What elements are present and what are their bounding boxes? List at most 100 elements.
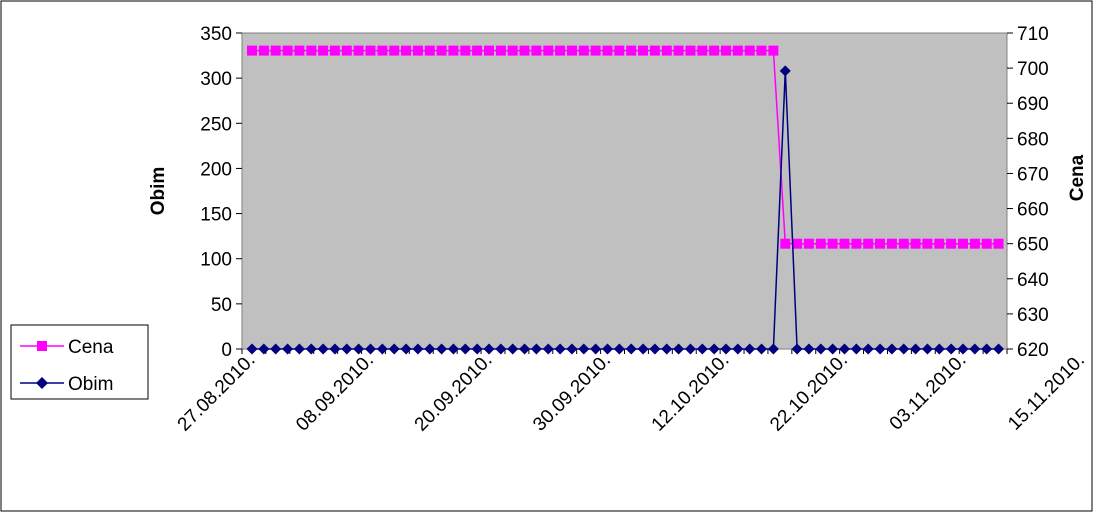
series-cena-point (721, 45, 731, 56)
series-cena-point (567, 45, 577, 56)
series-obim-point (471, 343, 483, 355)
series-obim-point (720, 343, 732, 355)
series-cena-point (839, 238, 850, 249)
series-cena-point (685, 45, 696, 56)
legend: Cena Obim (10, 324, 149, 400)
series-cena-point (934, 238, 945, 249)
series-cena-point (673, 45, 684, 56)
right-tick-label: 670 (1017, 164, 1049, 185)
series-obim-point (282, 343, 294, 355)
series-obim-point (483, 343, 495, 355)
series-cena-point (341, 45, 352, 56)
series-obim-point (530, 343, 542, 355)
series-cena-point (602, 45, 613, 56)
series-cena-point (815, 238, 826, 249)
series-cena-point (626, 45, 637, 56)
series-cena-point (555, 45, 566, 56)
series-obim-point (542, 343, 554, 355)
series-obim-point (827, 343, 839, 355)
series-cena-point (507, 45, 518, 56)
series-obim-point (554, 343, 566, 355)
series-cena-point (827, 238, 838, 249)
series-obim-point (376, 343, 388, 355)
series-obim-point (708, 343, 720, 355)
series-cena-point (732, 45, 743, 56)
left-tick-label: 100 (200, 250, 232, 271)
series-obim-point (673, 343, 685, 355)
left-tick-label: 50 (211, 295, 232, 316)
series-cena-point (638, 45, 648, 56)
series-cena-point (460, 45, 471, 56)
legend-cena-label: Cena (68, 337, 114, 358)
right-tick-label: 700 (1017, 59, 1049, 80)
series-cena-point (519, 45, 530, 56)
series-cena-point (436, 45, 447, 56)
right-tick-label: 660 (1017, 200, 1049, 221)
series-cena-point (614, 45, 625, 56)
left-tick-label: 150 (200, 205, 232, 226)
series-cena-point (377, 45, 388, 56)
series-obim-point (803, 343, 815, 355)
series-cena-point (294, 45, 305, 56)
series-obim-point (637, 343, 649, 355)
series-obim-point (981, 343, 993, 355)
series-obim-point (329, 343, 341, 355)
series-cena-point (886, 238, 897, 249)
legend-obim-marker (36, 377, 48, 389)
series-cena-point (649, 45, 660, 56)
series-cena-point (329, 45, 340, 56)
series-obim-point (862, 343, 874, 355)
series-obim-point (424, 343, 436, 355)
series-obim-point (910, 343, 922, 355)
right-tick-label: 640 (1017, 270, 1049, 291)
series-obim-point (696, 343, 708, 355)
series-obim-point (732, 343, 744, 355)
left-tick-label: 200 (200, 159, 232, 180)
legend-obim-label: Obim (68, 374, 113, 395)
legend-box (10, 324, 149, 400)
series-cena-point (661, 45, 672, 56)
series-obim-point (317, 343, 329, 355)
series-cena-point (424, 45, 435, 56)
legend-item-cena: Cena (20, 337, 114, 358)
right-tick-label: 690 (1017, 94, 1049, 115)
series-obim-point (945, 343, 957, 355)
series-cena-point (495, 45, 506, 56)
series-cena-point (709, 45, 720, 56)
series-cena-point (910, 238, 921, 249)
series-cena-point (353, 45, 364, 56)
series-obim-point (684, 343, 696, 355)
series-obim-point (388, 343, 400, 355)
series-obim-point (519, 343, 531, 355)
series-obim-point (744, 343, 756, 355)
series-obim-point (874, 343, 886, 355)
series-cena-point (306, 45, 317, 56)
series-obim-point (661, 343, 673, 355)
right-tick-label: 650 (1017, 235, 1049, 256)
series-obim-point (400, 343, 412, 355)
series-obim-point (353, 343, 365, 355)
series-obim-line (252, 70, 999, 350)
series-obim-point (649, 343, 661, 355)
series-obim-point (957, 343, 969, 355)
series-obim-point (613, 343, 625, 355)
legend-cena-marker (37, 341, 47, 351)
series-obim-point (305, 343, 317, 355)
series-cena-point (365, 45, 376, 56)
series-obim-point (293, 343, 305, 355)
series-obim-point (412, 343, 424, 355)
series-obim-point (993, 343, 1005, 355)
right-axis-ticks: 620 630 640 650 660 670 680 690 700 710 (1007, 24, 1049, 361)
left-tick-label: 0 (221, 340, 232, 361)
series-obim-point (886, 343, 898, 355)
series-obim-point (447, 343, 459, 355)
series-obim-point (921, 343, 933, 355)
series-obim-point (495, 343, 507, 355)
series-cena-line (252, 49, 999, 245)
series-cena-point (282, 45, 293, 56)
right-tick-label: 710 (1017, 24, 1049, 45)
series-obim-point (578, 343, 590, 355)
left-tick-label: 250 (200, 114, 232, 135)
series-cena-point (922, 238, 933, 249)
series-cena-point (946, 238, 957, 249)
